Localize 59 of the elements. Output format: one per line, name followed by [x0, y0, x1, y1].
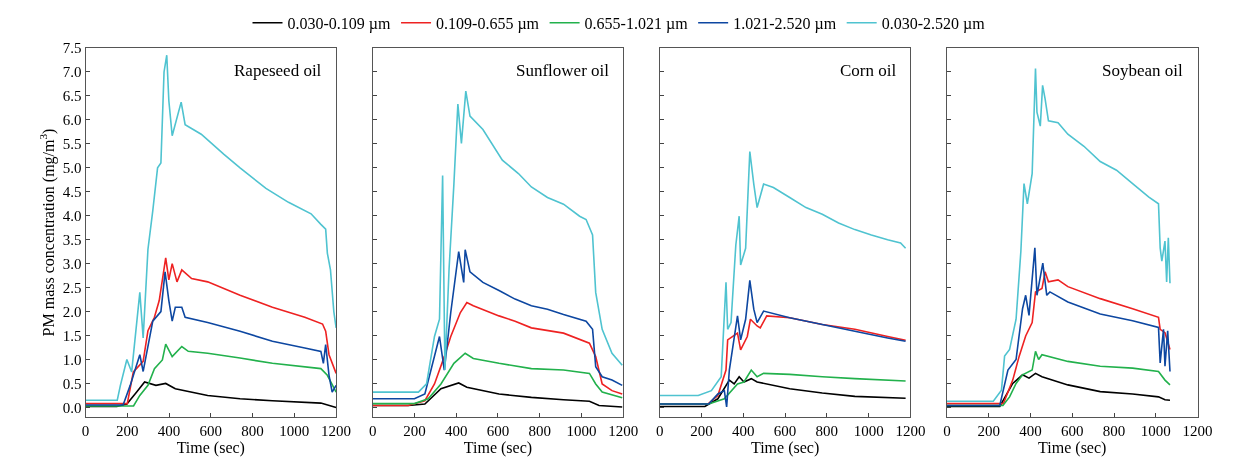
- legend-label: 1.021-2.520 µm: [733, 14, 837, 33]
- x-tick-label: 800: [528, 423, 551, 439]
- y-tick-label: 5.5: [62, 136, 82, 153]
- y-tick-label: 2.5: [62, 279, 82, 296]
- y-tick-label: 3.5: [62, 231, 82, 248]
- x-tick-label: 800: [1102, 423, 1126, 439]
- x-tick-label: 0: [368, 423, 377, 439]
- legend-label: 0.109-0.655 µm: [436, 14, 540, 33]
- y-tick-label: 5.0: [62, 160, 82, 177]
- y-tick-label: 6.5: [62, 88, 82, 105]
- x-tick-label: 200: [690, 423, 713, 439]
- x-tick-label: 400: [157, 423, 181, 439]
- x-tick-label: 400: [732, 423, 755, 439]
- x-tick-label: 0: [943, 423, 951, 439]
- annotation: Corn oil: [840, 61, 897, 80]
- x-tick-label: 1000: [1140, 423, 1171, 439]
- legend-label: 0.030-2.520 µm: [881, 14, 986, 33]
- x-tick-label: 200: [116, 423, 139, 439]
- y-tick-label: 7.5: [62, 40, 82, 57]
- y-tick-label: 0.5: [62, 375, 82, 392]
- y-tick-label: 4.0: [62, 207, 82, 224]
- line-series: [85, 54, 337, 402]
- x-axis-title: Time (sec): [463, 439, 533, 457]
- x-tick-label: 600: [486, 423, 510, 439]
- x-tick-label: 1200: [608, 423, 639, 439]
- x-tick-label: 1000: [853, 423, 884, 439]
- x-tick-label: 0: [656, 423, 664, 439]
- x-tick-label: 800: [241, 423, 264, 439]
- x-tick-label: 0: [81, 423, 90, 439]
- x-tick-label: 400: [444, 423, 468, 439]
- line-series: [85, 343, 337, 407]
- x-tick-label: 800: [815, 423, 839, 439]
- y-tick-label: 7.0: [62, 64, 82, 81]
- y-tick-label: 6.0: [62, 112, 82, 129]
- x-tick-label: 400: [1019, 423, 1042, 439]
- legend-label: 0.030-0.109 µm: [287, 14, 392, 33]
- x-tick-label: 200: [403, 423, 426, 439]
- y-tick-label: 2.0: [62, 303, 82, 320]
- y-tick-label: 1.5: [62, 327, 82, 344]
- x-tick-label: 1200: [321, 423, 352, 439]
- legend-label: 0.655-1.021 µm: [584, 14, 689, 33]
- x-tick-label: 1000: [279, 423, 310, 439]
- annotation: Rapeseed oil: [234, 61, 322, 80]
- x-tick-label: 1200: [1182, 423, 1213, 439]
- y-tick-label: 3.0: [62, 255, 82, 272]
- y-tick-label: 0.0: [62, 399, 82, 416]
- x-axis-title: Time (sec): [1038, 439, 1107, 457]
- annotation: Sunflower oil: [516, 61, 610, 80]
- annotation: Soybean oil: [1102, 61, 1184, 80]
- x-axis-title: Time (sec): [750, 439, 820, 457]
- y-tick-label: 4.5: [62, 184, 82, 201]
- y-tick-label: 1.0: [62, 351, 82, 368]
- x-tick-label: 600: [1061, 423, 1084, 439]
- x-tick-label: 200: [977, 423, 1000, 439]
- x-tick-label: 600: [199, 423, 223, 439]
- x-tick-label: 1200: [895, 423, 926, 439]
- x-tick-label: 600: [773, 423, 797, 439]
- x-axis-title: Time (sec): [176, 439, 245, 457]
- x-tick-label: 1000: [566, 423, 597, 439]
